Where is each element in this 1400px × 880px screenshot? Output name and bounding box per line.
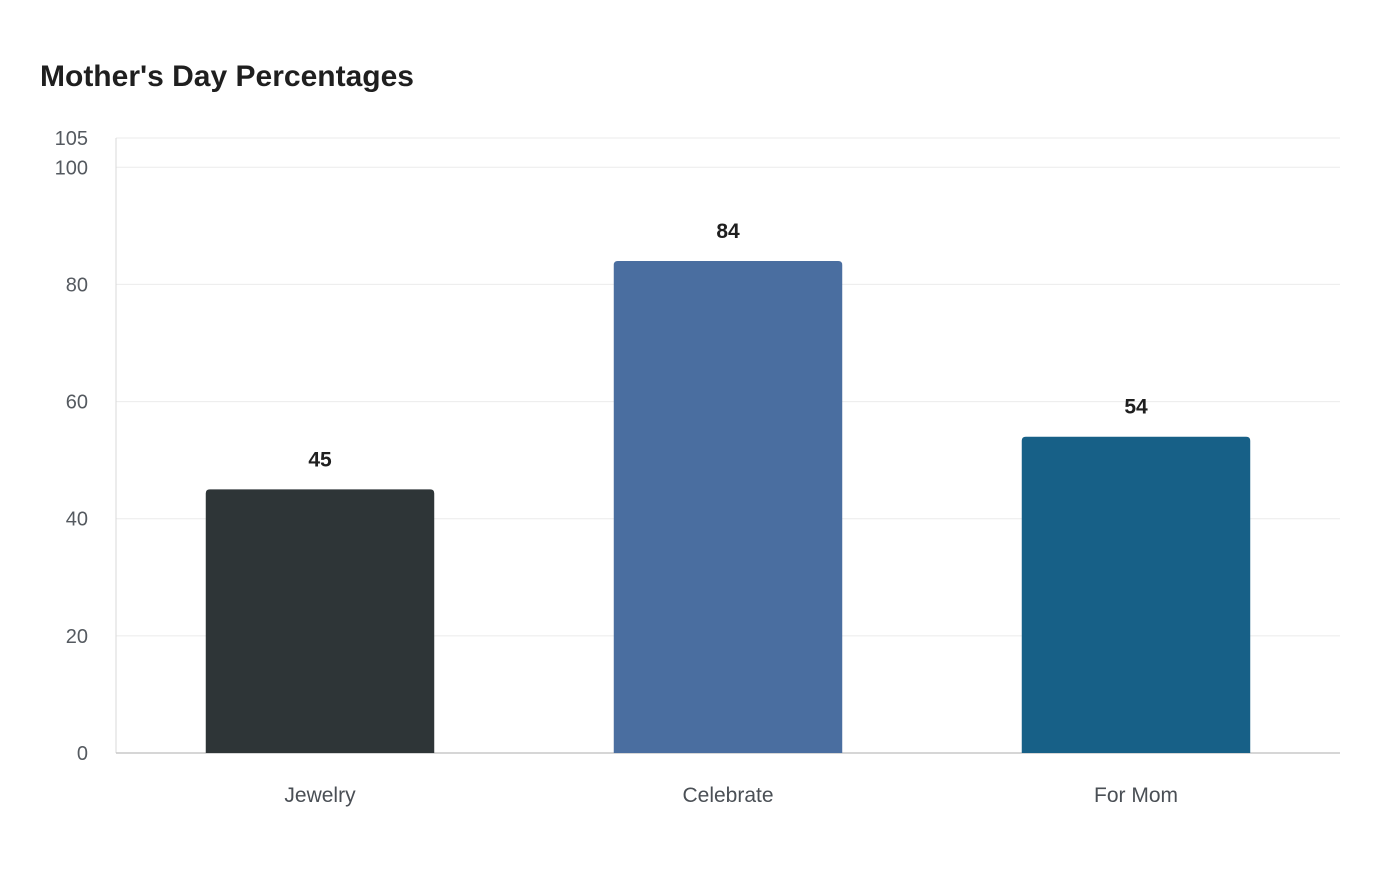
y-tick-label: 0: [77, 743, 88, 765]
bars: [205, 261, 1251, 753]
bar-for-mom: [1021, 436, 1251, 753]
y-tick-labels: 0 20 40 60 80 100 105: [55, 128, 88, 765]
y-tick-label: 60: [66, 392, 88, 414]
y-tick-label: 100: [55, 157, 88, 179]
chart-title: Mother's Day Percentages: [40, 60, 414, 93]
y-tick-label: 80: [66, 274, 88, 296]
y-tick-label: 20: [66, 626, 88, 648]
x-tick-label: Jewelry: [284, 784, 356, 807]
data-label: 84: [716, 220, 740, 243]
data-label: 54: [1124, 396, 1148, 419]
bar-celebrate: [613, 261, 843, 753]
y-tick-label: 105: [55, 128, 88, 150]
x-tick-label: For Mom: [1094, 784, 1178, 807]
y-tick-label: 40: [66, 509, 88, 531]
bar-jewelry: [205, 489, 435, 753]
data-label: 45: [308, 448, 332, 471]
category-labels: Jewelry Celebrate For Mom: [284, 784, 1178, 807]
x-tick-label: Celebrate: [682, 784, 773, 807]
data-labels: 45 84 54: [308, 220, 1148, 471]
